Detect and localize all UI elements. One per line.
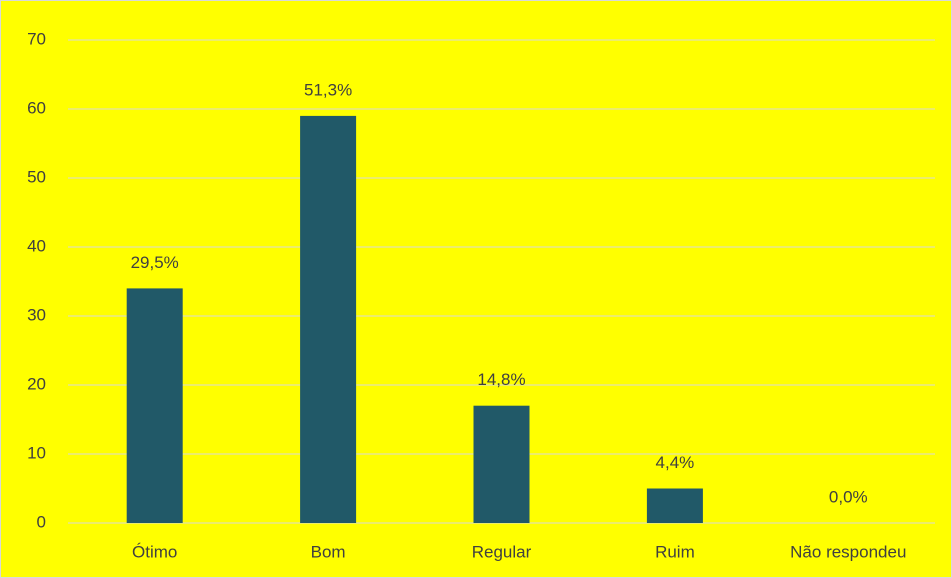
y-tick-label: 10 bbox=[27, 443, 46, 462]
y-tick-label: 40 bbox=[27, 236, 46, 255]
bar bbox=[473, 405, 530, 523]
data-label: 4,4% bbox=[656, 453, 695, 472]
y-tick-label: 0 bbox=[37, 512, 46, 531]
x-tick-label: Ruim bbox=[655, 542, 695, 561]
data-label: 14,8% bbox=[477, 370, 525, 389]
y-tick-label: 20 bbox=[27, 374, 46, 393]
bar bbox=[126, 288, 183, 523]
data-label: 51,3% bbox=[304, 80, 352, 99]
y-tick-label: 60 bbox=[27, 98, 46, 117]
data-label: 0,0% bbox=[829, 487, 868, 506]
data-label: 29,5% bbox=[131, 253, 179, 272]
x-tick-label: Não respondeu bbox=[790, 542, 906, 561]
x-tick-label: Regular bbox=[472, 542, 532, 561]
y-tick-label: 50 bbox=[27, 167, 46, 186]
y-tick-label: 70 bbox=[27, 29, 46, 48]
bar bbox=[646, 488, 703, 523]
x-tick-label: Ótimo bbox=[132, 542, 177, 561]
bar bbox=[300, 115, 357, 524]
x-tick-label: Bom bbox=[311, 542, 346, 561]
y-tick-label: 30 bbox=[27, 305, 46, 324]
